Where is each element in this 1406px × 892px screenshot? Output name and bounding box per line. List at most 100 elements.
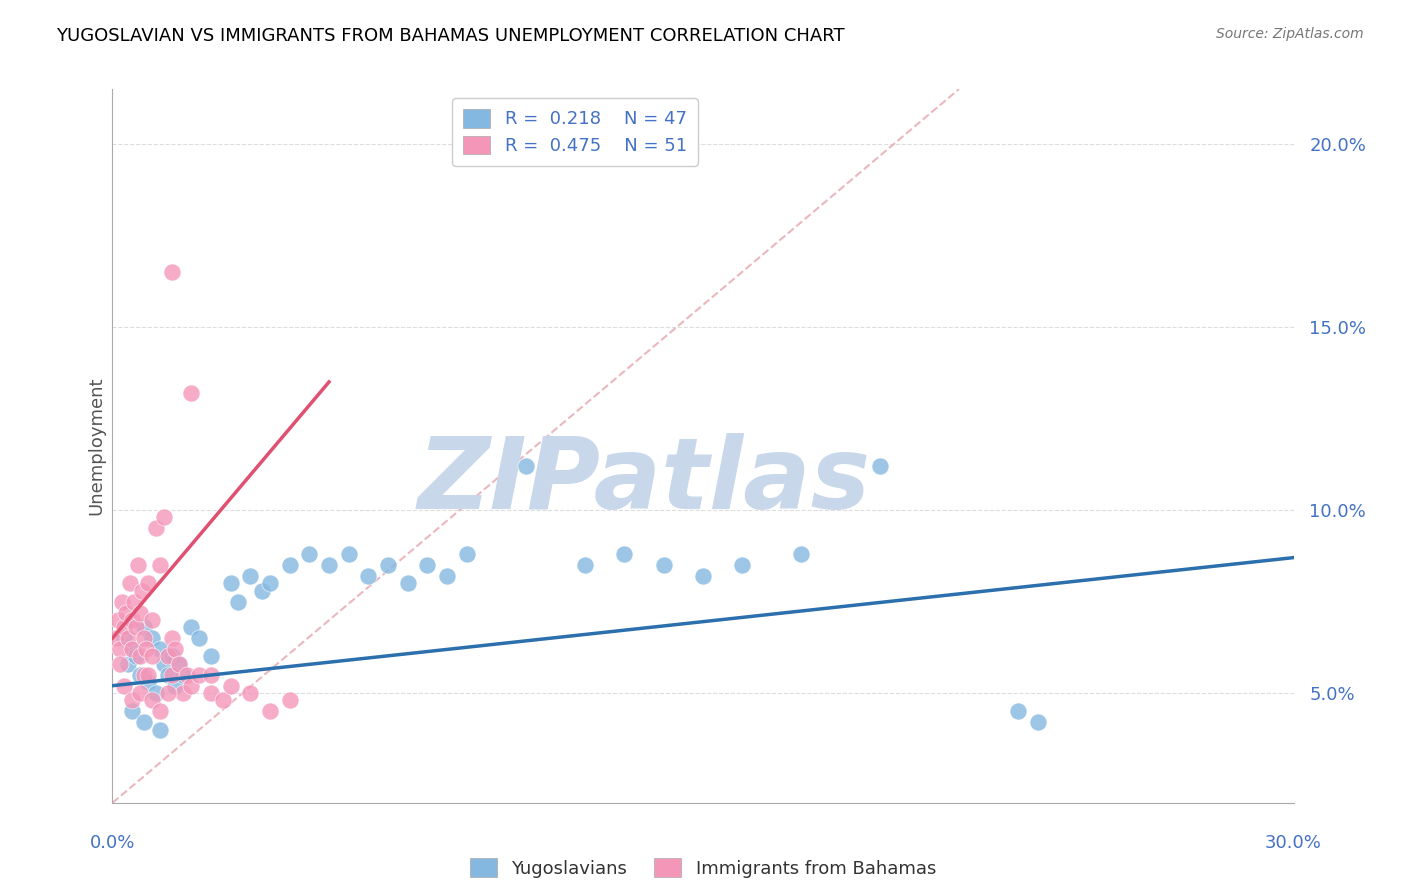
Legend: Yugoslavians, Immigrants from Bahamas: Yugoslavians, Immigrants from Bahamas (461, 849, 945, 887)
Point (377, 558, 399, 572)
Point (219, 679, 242, 693)
Point (731, 558, 754, 572)
Point (149, 704, 172, 718)
Point (337, 547, 360, 561)
Point (176, 667, 198, 681)
Point (298, 547, 321, 561)
Point (156, 649, 179, 664)
Point (790, 547, 813, 561)
Point (613, 547, 636, 561)
Point (141, 649, 163, 664)
Point (156, 686, 179, 700)
Point (515, 459, 537, 474)
Point (160, 631, 183, 645)
Point (278, 693, 301, 707)
Point (129, 649, 152, 664)
Point (278, 558, 301, 572)
Point (117, 657, 139, 671)
Point (136, 576, 159, 591)
Point (132, 620, 155, 634)
Point (145, 521, 167, 535)
Text: Source: ZipAtlas.com: Source: ZipAtlas.com (1216, 27, 1364, 41)
Point (135, 642, 157, 657)
Point (259, 576, 281, 591)
Point (160, 649, 183, 664)
Point (110, 642, 132, 657)
Text: 0.0%: 0.0% (90, 834, 135, 852)
Point (131, 583, 153, 598)
Point (172, 686, 194, 700)
Point (456, 547, 478, 561)
Point (156, 667, 179, 681)
Point (160, 265, 183, 279)
Point (125, 649, 148, 664)
Point (132, 667, 155, 681)
Point (200, 686, 222, 700)
Point (110, 657, 132, 671)
Point (169, 657, 191, 671)
Point (112, 631, 135, 645)
Point (436, 569, 458, 583)
Point (239, 569, 262, 583)
Point (188, 631, 211, 645)
Point (259, 704, 281, 718)
Point (180, 620, 202, 634)
Point (136, 667, 159, 681)
Point (652, 558, 675, 572)
Point (1007, 704, 1029, 718)
Point (152, 510, 174, 524)
Point (180, 679, 202, 693)
Point (117, 631, 139, 645)
Point (115, 606, 138, 620)
Point (239, 686, 262, 700)
Point (141, 613, 163, 627)
Point (127, 558, 149, 572)
Point (112, 679, 135, 693)
Point (121, 642, 143, 657)
Point (172, 667, 194, 681)
Point (1026, 715, 1049, 730)
Point (416, 558, 439, 572)
Point (149, 642, 172, 657)
Point (149, 723, 172, 737)
Text: ZIPatlas: ZIPatlas (418, 434, 870, 530)
Point (149, 558, 172, 572)
Point (188, 667, 211, 681)
Point (112, 620, 135, 634)
Point (200, 667, 222, 681)
Point (160, 667, 183, 681)
Point (574, 558, 596, 572)
Point (228, 594, 250, 608)
Point (869, 459, 891, 474)
Point (122, 594, 145, 608)
Point (121, 613, 143, 627)
Text: YUGOSLAVIAN VS IMMIGRANTS FROM BAHAMAS UNEMPLOYMENT CORRELATION CHART: YUGOSLAVIAN VS IMMIGRANTS FROM BAHAMAS U… (56, 27, 845, 45)
Point (180, 386, 202, 401)
Point (136, 675, 159, 690)
Point (219, 576, 242, 591)
Point (129, 686, 152, 700)
Point (107, 613, 129, 627)
Point (129, 606, 152, 620)
Point (125, 620, 148, 634)
Point (121, 693, 143, 707)
Point (165, 642, 187, 657)
Point (152, 657, 174, 671)
Point (120, 576, 142, 591)
Point (692, 569, 714, 583)
Point (141, 693, 163, 707)
Point (132, 715, 155, 730)
Point (141, 631, 163, 645)
Point (121, 704, 143, 718)
Point (211, 693, 233, 707)
Point (169, 657, 191, 671)
Y-axis label: Unemployment: Unemployment (87, 376, 105, 516)
Point (129, 667, 152, 681)
Point (111, 594, 134, 608)
Point (132, 631, 155, 645)
Point (105, 631, 128, 645)
Point (318, 558, 340, 572)
Point (121, 642, 143, 657)
Point (357, 569, 380, 583)
Text: 30.0%: 30.0% (1265, 834, 1322, 852)
